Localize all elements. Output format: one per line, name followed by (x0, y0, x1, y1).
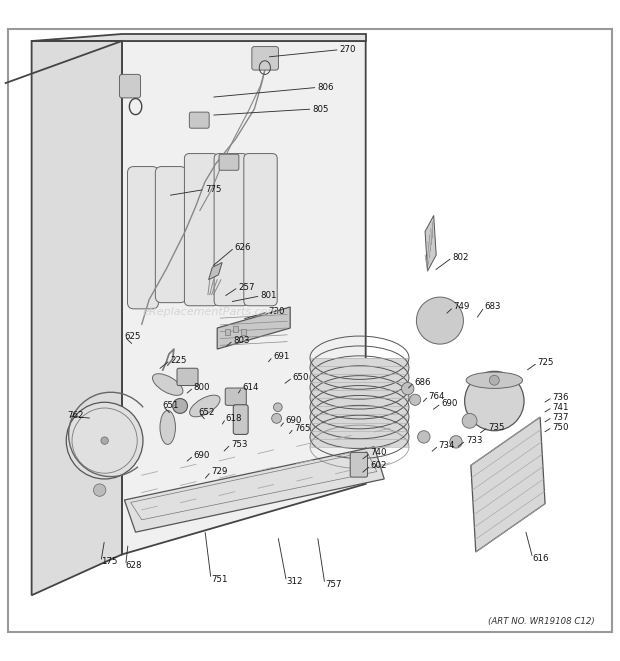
FancyBboxPatch shape (120, 75, 141, 98)
Text: 652: 652 (198, 408, 215, 416)
Bar (232, 326, 237, 332)
Text: 270: 270 (340, 45, 356, 54)
Text: 602: 602 (371, 461, 387, 470)
Text: 736: 736 (552, 393, 569, 402)
Text: 737: 737 (552, 412, 569, 422)
Text: 750: 750 (552, 422, 569, 432)
Text: 753: 753 (231, 440, 247, 449)
Bar (310, 358, 409, 447)
Polygon shape (208, 262, 222, 280)
FancyBboxPatch shape (219, 154, 239, 171)
FancyBboxPatch shape (189, 112, 209, 128)
Circle shape (272, 413, 281, 423)
Text: 741: 741 (552, 403, 569, 412)
Text: 690: 690 (193, 451, 210, 460)
Polygon shape (217, 307, 290, 349)
Circle shape (450, 436, 462, 448)
Circle shape (172, 399, 187, 413)
Text: 626: 626 (234, 243, 251, 252)
FancyBboxPatch shape (350, 452, 368, 477)
Text: 802: 802 (452, 253, 469, 262)
FancyBboxPatch shape (214, 153, 247, 306)
Text: 751: 751 (211, 574, 228, 584)
Circle shape (66, 403, 143, 479)
Text: eReplacementParts.com: eReplacementParts.com (143, 307, 279, 317)
Text: 614: 614 (242, 383, 259, 392)
Text: 762: 762 (68, 411, 84, 420)
Text: 616: 616 (533, 554, 549, 563)
Text: 735: 735 (488, 422, 505, 432)
Text: 749: 749 (453, 303, 470, 311)
Circle shape (101, 437, 108, 444)
Text: 628: 628 (126, 561, 142, 570)
FancyBboxPatch shape (184, 153, 218, 306)
FancyBboxPatch shape (233, 405, 248, 434)
FancyBboxPatch shape (225, 388, 246, 405)
Circle shape (402, 383, 414, 395)
Text: 803: 803 (233, 336, 250, 345)
Text: 764: 764 (429, 391, 445, 401)
Text: 225: 225 (170, 356, 187, 365)
Ellipse shape (160, 410, 175, 444)
Polygon shape (125, 447, 384, 532)
Text: (ART NO. WR19108 C12): (ART NO. WR19108 C12) (488, 617, 595, 626)
Text: 775: 775 (205, 185, 221, 194)
Text: 650: 650 (293, 373, 309, 382)
Text: 651: 651 (163, 401, 179, 410)
Text: 618: 618 (226, 414, 242, 423)
Text: 691: 691 (273, 352, 290, 361)
Polygon shape (122, 41, 366, 555)
Ellipse shape (466, 372, 523, 389)
Circle shape (273, 403, 282, 412)
Circle shape (410, 394, 421, 405)
Bar (241, 329, 246, 335)
Text: 257: 257 (238, 283, 255, 292)
Polygon shape (425, 215, 436, 271)
Text: 805: 805 (312, 104, 329, 114)
Text: 733: 733 (466, 436, 482, 445)
Circle shape (417, 297, 463, 344)
Circle shape (418, 431, 430, 443)
Text: 806: 806 (317, 83, 334, 92)
Polygon shape (32, 41, 122, 596)
Circle shape (489, 375, 499, 385)
Text: 175: 175 (101, 557, 117, 566)
Text: 730: 730 (268, 307, 285, 317)
Text: 625: 625 (125, 332, 141, 341)
Circle shape (464, 371, 524, 431)
Text: 734: 734 (439, 441, 455, 450)
Ellipse shape (190, 395, 220, 417)
Text: 729: 729 (211, 467, 228, 476)
FancyBboxPatch shape (156, 167, 186, 303)
Text: 690: 690 (441, 399, 458, 408)
Text: 740: 740 (371, 448, 387, 457)
Text: 312: 312 (286, 577, 303, 586)
Text: 801: 801 (260, 292, 277, 300)
Circle shape (94, 484, 106, 496)
Polygon shape (471, 417, 545, 552)
Text: 757: 757 (325, 580, 342, 589)
Text: 690: 690 (285, 416, 302, 425)
Bar (224, 329, 229, 335)
FancyBboxPatch shape (244, 153, 277, 306)
Circle shape (462, 413, 477, 428)
Ellipse shape (153, 373, 183, 395)
Text: 765: 765 (294, 424, 311, 433)
Text: 686: 686 (414, 378, 430, 387)
FancyBboxPatch shape (128, 167, 159, 309)
Text: 800: 800 (193, 383, 210, 392)
FancyBboxPatch shape (252, 46, 278, 70)
Text: 683: 683 (484, 303, 501, 311)
FancyBboxPatch shape (177, 368, 198, 385)
Polygon shape (32, 34, 366, 41)
Text: 725: 725 (538, 358, 554, 367)
